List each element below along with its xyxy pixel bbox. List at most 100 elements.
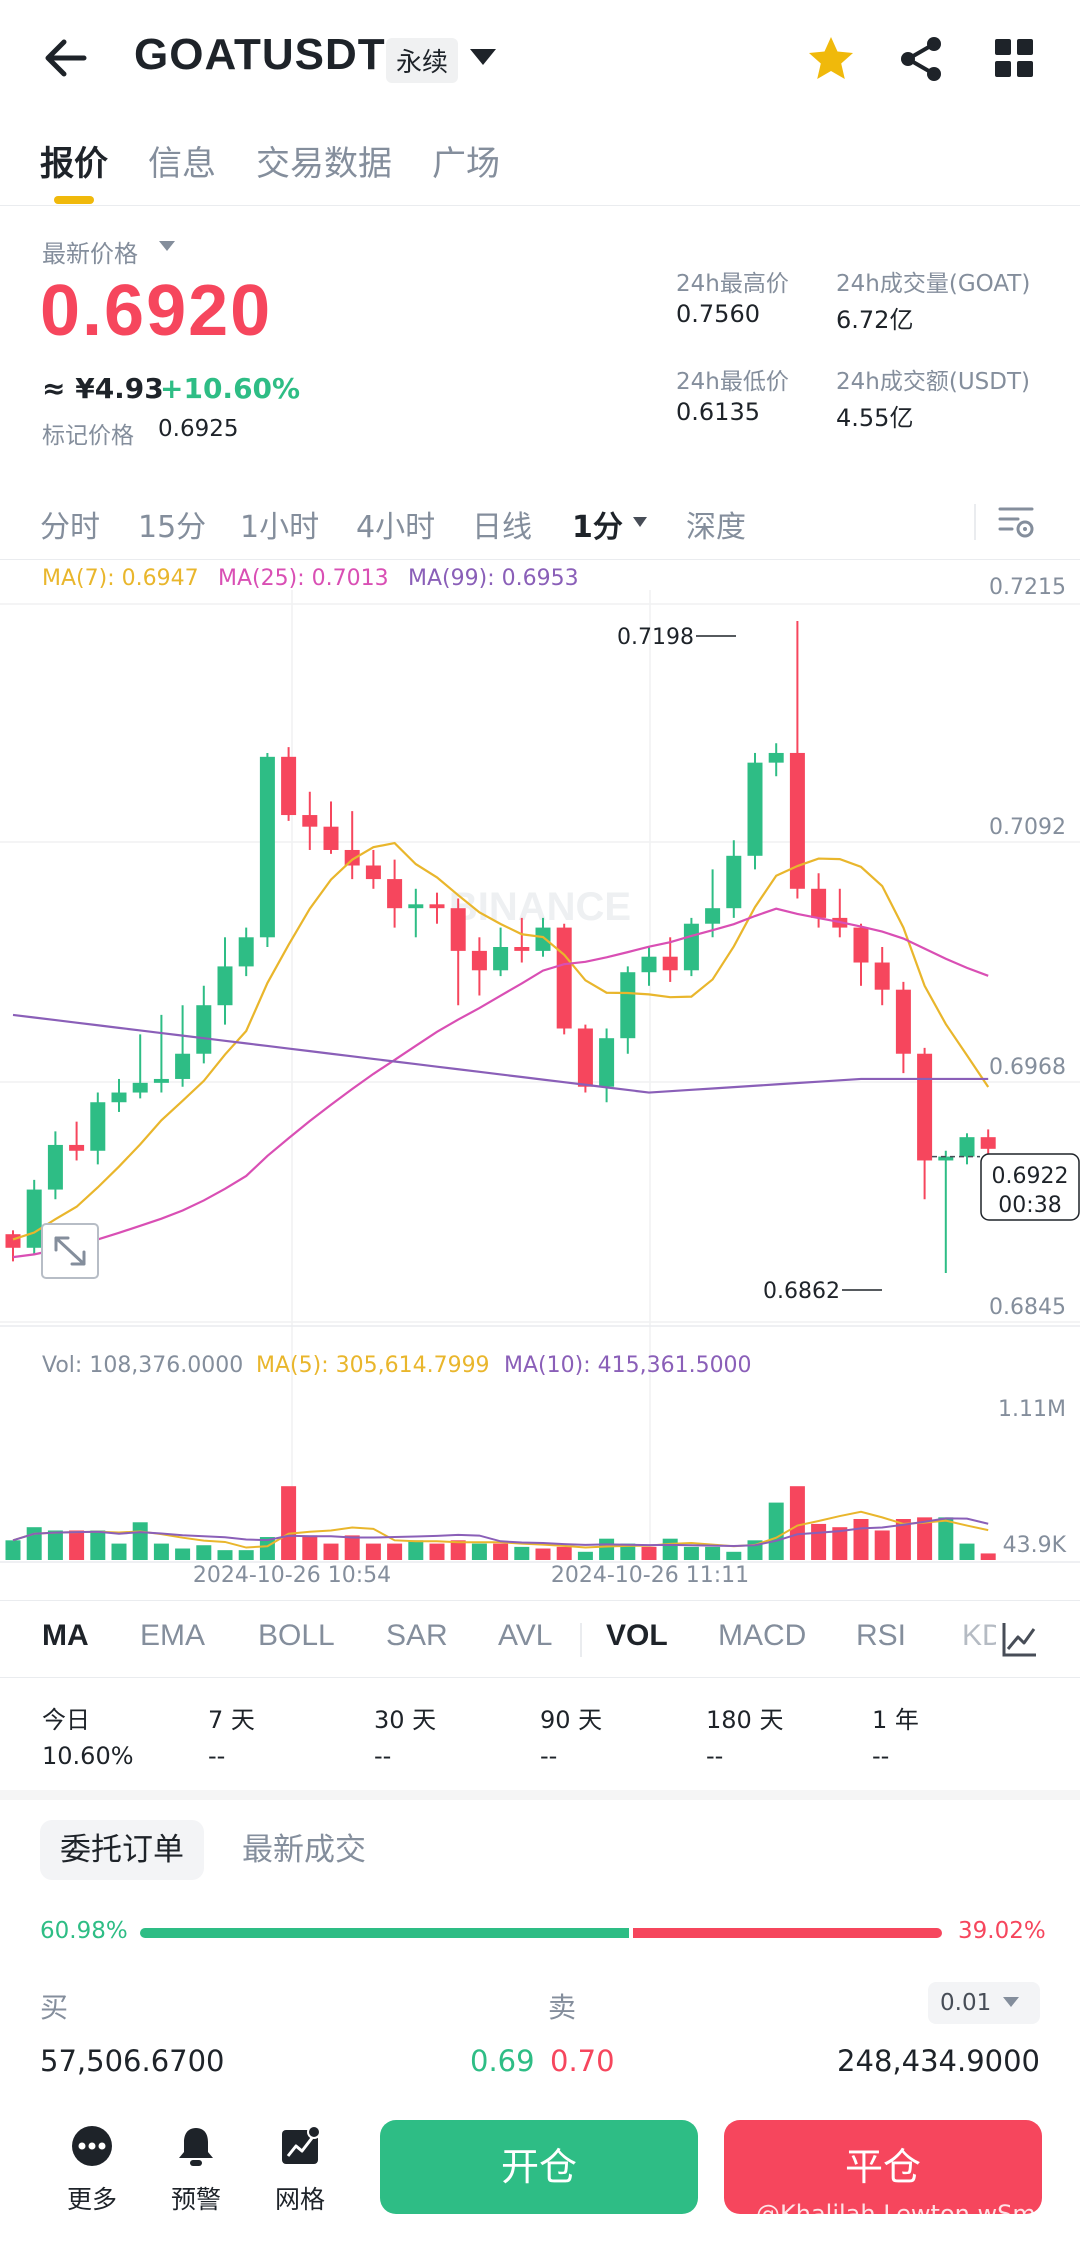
tab-recent-trades[interactable]: 最新成交 bbox=[242, 1832, 366, 1868]
caret-down-icon[interactable] bbox=[158, 240, 176, 252]
tf-1m[interactable]: 1分 bbox=[572, 510, 623, 545]
tf-15m[interactable]: 15分 bbox=[138, 510, 207, 545]
fullscreen-icon[interactable] bbox=[41, 1223, 99, 1279]
tab-quote[interactable]: 报价 bbox=[40, 144, 108, 184]
more-icon[interactable] bbox=[70, 2124, 114, 2168]
candle-body bbox=[917, 1053, 933, 1161]
tf-1d[interactable]: 日线 bbox=[472, 510, 532, 545]
tf-4h[interactable]: 4小时 bbox=[356, 510, 436, 545]
buy-ratio-bar bbox=[140, 1928, 629, 1938]
volume-bar bbox=[577, 1551, 593, 1560]
star-icon[interactable] bbox=[806, 34, 856, 84]
candle-body bbox=[662, 956, 678, 971]
low-annotation: 0.6862 bbox=[763, 1279, 840, 1304]
chevron-down-icon[interactable] bbox=[468, 46, 498, 68]
grid-trading-icon[interactable] bbox=[278, 2124, 322, 2168]
ind-boll[interactable]: BOLL bbox=[258, 1619, 335, 1652]
close-position-button[interactable]: 平仓 bbox=[724, 2120, 1042, 2214]
share-icon[interactable] bbox=[898, 36, 944, 82]
tab-order-book[interactable]: 委托订单 bbox=[40, 1820, 204, 1880]
symbol-title[interactable]: GOATUSDT bbox=[134, 30, 386, 79]
candle-body bbox=[259, 756, 275, 938]
volume-ma10-legend: MA(10): 415,361.5000 bbox=[504, 1353, 752, 1378]
candle-body bbox=[599, 1038, 615, 1087]
volume-bar bbox=[535, 1548, 551, 1560]
volume-bar bbox=[789, 1486, 805, 1560]
section-separator bbox=[0, 1790, 1080, 1800]
volume-bar bbox=[408, 1540, 424, 1560]
mark-price-value: 0.6925 bbox=[158, 416, 239, 442]
tf-depth[interactable]: 深度 bbox=[686, 510, 746, 545]
tf-1h[interactable]: 1小时 bbox=[240, 510, 320, 545]
back-arrow-icon[interactable] bbox=[40, 36, 94, 80]
tab-trading-data[interactable]: 交易数据 bbox=[256, 144, 392, 184]
grid-menu-icon[interactable] bbox=[994, 38, 1034, 78]
ma25-legend: MA(25): 0.7013 bbox=[218, 566, 389, 591]
volume-bar bbox=[959, 1543, 975, 1560]
volume-bar bbox=[238, 1550, 254, 1560]
volume-bar bbox=[853, 1519, 869, 1560]
chart-settings-icon[interactable] bbox=[998, 504, 1034, 540]
ind-macd[interactable]: MACD bbox=[718, 1619, 807, 1652]
candle-body bbox=[938, 1156, 954, 1161]
candle-body bbox=[959, 1137, 975, 1157]
bell-icon[interactable] bbox=[174, 2124, 218, 2168]
last-price-label[interactable]: 最新价格 bbox=[42, 240, 138, 268]
ma-lines bbox=[12, 841, 990, 1259]
indicator-settings-icon[interactable] bbox=[1000, 1619, 1040, 1659]
ind-sar[interactable]: SAR bbox=[386, 1619, 448, 1652]
alert-label[interactable]: 预警 bbox=[170, 2185, 221, 2214]
candle-body bbox=[323, 826, 339, 850]
volume-legend: Vol: 108,376.0000 bbox=[42, 1353, 243, 1378]
candle-body bbox=[90, 1102, 106, 1151]
volume-bar bbox=[620, 1543, 636, 1560]
candle-body bbox=[450, 908, 466, 951]
candle-body bbox=[429, 904, 445, 909]
candle-body bbox=[408, 904, 424, 909]
period-label-30d: 30 天 bbox=[374, 1706, 437, 1734]
ind-avl[interactable]: AVL bbox=[498, 1619, 553, 1652]
volume-bar bbox=[450, 1540, 466, 1560]
period-label-1y: 1 年 bbox=[872, 1706, 919, 1734]
more-label[interactable]: 更多 bbox=[66, 2185, 117, 2214]
volume-bar bbox=[705, 1546, 721, 1560]
ind-ema[interactable]: EMA bbox=[140, 1619, 206, 1652]
period-value-30d: -- bbox=[374, 1742, 392, 1770]
open-position-button[interactable]: 开仓 bbox=[380, 2120, 698, 2214]
volume-bar bbox=[26, 1527, 42, 1560]
ma7-legend: MA(7): 0.6947 bbox=[42, 566, 199, 591]
candle-body bbox=[365, 865, 381, 880]
caret-down-icon[interactable] bbox=[632, 516, 648, 528]
ind-ma[interactable]: MA bbox=[42, 1619, 89, 1652]
period-label-180d: 180 天 bbox=[706, 1706, 784, 1734]
candle-body bbox=[153, 1078, 169, 1083]
divider bbox=[580, 1623, 582, 1657]
ind-rsi[interactable]: RSI bbox=[856, 1619, 907, 1652]
change-percent: +10.60% bbox=[160, 372, 301, 405]
volume-bar bbox=[471, 1543, 487, 1560]
period-value-180d: -- bbox=[706, 1742, 724, 1770]
volume-bar bbox=[683, 1546, 699, 1560]
caret-down-icon[interactable] bbox=[1002, 1996, 1020, 2008]
volume-bar bbox=[811, 1523, 827, 1560]
volume-bar bbox=[90, 1530, 106, 1560]
candle-body bbox=[387, 879, 403, 909]
candle-body bbox=[111, 1092, 127, 1103]
grid-label[interactable]: 网格 bbox=[274, 2185, 325, 2214]
chart-watermark: BINANCE bbox=[449, 885, 631, 929]
tab-square[interactable]: 广场 bbox=[432, 144, 500, 184]
tf-line[interactable]: 分时 bbox=[40, 510, 100, 545]
contract-type-badge: 永续 bbox=[386, 38, 459, 83]
precision-select[interactable]: 0.01 bbox=[928, 1982, 1040, 2024]
candle-body bbox=[705, 908, 721, 924]
volume-bar bbox=[493, 1543, 509, 1560]
ind-vol[interactable]: VOL bbox=[606, 1619, 668, 1652]
bid-quantity: 57,506.6700 bbox=[40, 2044, 225, 2078]
volume-tick: 43.9K bbox=[1003, 1533, 1067, 1558]
volume-bars bbox=[5, 1486, 996, 1560]
volume-bar bbox=[259, 1537, 275, 1560]
candlestick-chart[interactable]: BINANCE 0.7215 0.7092 0.6968 0.6845 1.11… bbox=[0, 560, 1080, 1600]
volume-bar bbox=[980, 1553, 996, 1560]
tab-info[interactable]: 信息 bbox=[148, 144, 216, 184]
ind-kd[interactable]: KD bbox=[962, 1619, 996, 1652]
